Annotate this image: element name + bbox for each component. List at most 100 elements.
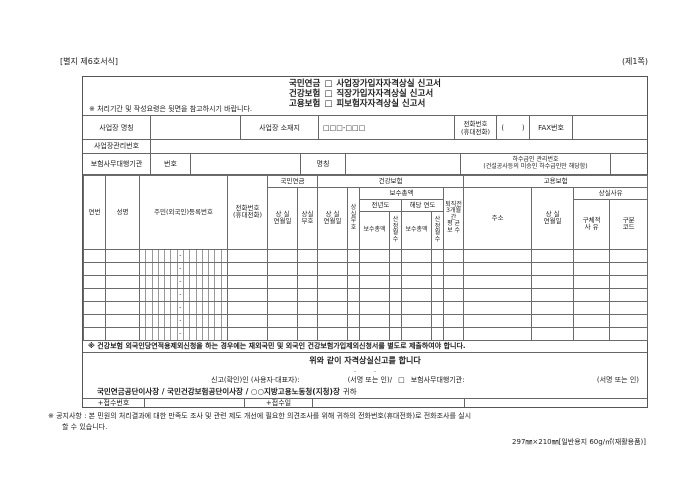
table-cell[interactable] (83, 287, 106, 302)
rrn-digit-box[interactable] (190, 250, 197, 262)
table-cell[interactable] (317, 287, 349, 302)
rrn-digit-box[interactable] (171, 328, 178, 340)
rrn-digit-box[interactable] (190, 315, 197, 327)
rrn-digit-box[interactable] (159, 250, 166, 262)
table-cell[interactable] (531, 261, 575, 276)
rrn-digit-box[interactable] (171, 302, 178, 314)
table-cell[interactable] (443, 300, 465, 315)
table-cell[interactable] (431, 326, 445, 341)
table-cell[interactable] (609, 326, 649, 341)
table-cell[interactable] (227, 287, 268, 302)
table-cell[interactable] (267, 261, 298, 276)
rrn-digit-box[interactable] (171, 315, 178, 327)
table-cell[interactable] (105, 300, 140, 315)
rrn-digit-box[interactable] (209, 315, 216, 327)
table-cell[interactable] (573, 313, 611, 328)
table-cell[interactable] (317, 326, 349, 341)
table-cell[interactable] (431, 248, 445, 263)
rrn-digit-box[interactable] (159, 263, 166, 275)
rrn-digit-box[interactable] (197, 276, 203, 288)
table-cell[interactable] (347, 300, 361, 315)
table-cell[interactable] (463, 287, 533, 302)
rrn-digit-box[interactable] (165, 289, 172, 301)
table-cell[interactable] (347, 248, 361, 263)
rrn-digit-box[interactable] (141, 315, 147, 327)
table-cell[interactable] (609, 274, 649, 289)
table-cell[interactable] (573, 261, 611, 276)
declaration-date-placeholder[interactable]: . . (353, 365, 377, 374)
rrn-digit-box[interactable] (203, 302, 210, 314)
table-cell[interactable] (443, 313, 465, 328)
table-cell[interactable] (359, 300, 391, 315)
rrn-digit-box[interactable] (197, 328, 203, 340)
rrn-digit-box[interactable] (203, 328, 210, 340)
rrn-digit-box[interactable] (153, 289, 159, 301)
table-cell[interactable] (573, 248, 611, 263)
table-cell[interactable] (389, 313, 403, 328)
rrn-digit-box[interactable] (153, 276, 159, 288)
rrn-digit-box[interactable] (141, 302, 147, 314)
table-cell[interactable] (227, 313, 268, 328)
table-cell[interactable] (227, 261, 268, 276)
rrn-digit-box[interactable] (184, 276, 191, 288)
rrn-digit-box[interactable] (197, 302, 203, 314)
rrn-digit-box[interactable] (215, 276, 222, 288)
table-cell[interactable] (531, 274, 575, 289)
rrn-digit-box[interactable] (209, 263, 216, 275)
rrn-digit-box[interactable] (141, 289, 147, 301)
rrn-digit-box[interactable] (165, 263, 172, 275)
table-cell[interactable] (83, 248, 106, 263)
rrn-digit-box[interactable] (209, 302, 216, 314)
rrn-digit-box[interactable] (209, 276, 216, 288)
management-number-input[interactable] (151, 140, 647, 152)
table-cell[interactable] (401, 261, 433, 276)
table-cell[interactable] (267, 274, 298, 289)
table-cell[interactable] (609, 300, 649, 315)
rrn-digit-box[interactable] (203, 276, 210, 288)
rrn-digit-box[interactable] (203, 263, 210, 275)
table-cell[interactable] (105, 274, 140, 289)
rrn-cell[interactable]: - (139, 274, 228, 289)
rrn-digit-box[interactable] (215, 315, 222, 327)
table-cell[interactable] (296, 313, 319, 328)
rrn-digit-box[interactable] (165, 276, 172, 288)
table-cell[interactable] (317, 313, 349, 328)
rrn-digit-box[interactable] (146, 276, 153, 288)
rrn-digit-box[interactable] (146, 302, 153, 314)
table-cell[interactable] (389, 326, 403, 341)
rrn-digit-box[interactable] (222, 328, 227, 339)
rrn-digit-box[interactable] (184, 263, 191, 275)
table-cell[interactable] (443, 287, 465, 302)
rrn-digit-box[interactable] (190, 263, 197, 275)
table-cell[interactable] (463, 261, 533, 276)
agency-number-input[interactable] (191, 153, 301, 174)
table-cell[interactable] (347, 261, 361, 276)
table-cell[interactable] (267, 326, 298, 341)
rrn-digit-box[interactable] (153, 250, 159, 262)
rrn-digit-box[interactable] (165, 302, 172, 314)
table-cell[interactable] (431, 261, 445, 276)
table-cell[interactable] (359, 326, 391, 341)
table-cell[interactable] (573, 274, 611, 289)
table-cell[interactable] (359, 274, 391, 289)
table-cell[interactable] (296, 287, 319, 302)
rrn-digit-box[interactable] (190, 289, 197, 301)
rrn-digit-box[interactable] (222, 276, 227, 287)
table-cell[interactable] (227, 274, 268, 289)
table-cell[interactable] (347, 287, 361, 302)
table-cell[interactable] (401, 300, 433, 315)
rrn-digit-box[interactable] (141, 263, 147, 275)
table-cell[interactable] (531, 313, 575, 328)
table-cell[interactable] (83, 313, 106, 328)
rrn-digit-box[interactable] (215, 289, 222, 301)
receipt-extra-input[interactable] (465, 399, 647, 407)
table-cell[interactable] (267, 313, 298, 328)
table-cell[interactable] (463, 326, 533, 341)
table-cell[interactable] (105, 261, 140, 276)
table-cell[interactable] (431, 274, 445, 289)
table-cell[interactable] (267, 287, 298, 302)
table-cell[interactable] (83, 326, 106, 341)
rrn-digit-box[interactable] (165, 328, 172, 340)
rrn-digit-box[interactable] (184, 328, 191, 340)
table-cell[interactable] (347, 313, 361, 328)
